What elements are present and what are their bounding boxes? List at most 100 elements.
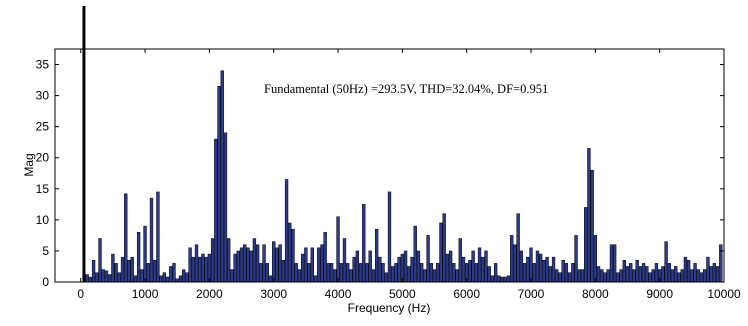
harmonic-bar: [391, 266, 395, 283]
harmonic-bar: [635, 260, 639, 283]
y-ticks: 0 5 10 15 20 25 30 35: [36, 58, 724, 289]
harmonic-bar: [108, 274, 112, 283]
harmonic-bar: [580, 269, 585, 283]
harmonic-bar: [358, 263, 363, 283]
harmonic-bar: [574, 235, 578, 283]
x-axis-label: Frequency (Hz): [348, 301, 431, 315]
x-tick-label: 8000: [582, 287, 609, 301]
harmonic-bar: [384, 272, 388, 283]
harmonic-bar: [188, 247, 192, 283]
harmonic-bar: [654, 263, 659, 283]
harmonic-bar: [101, 269, 105, 283]
harmonic-bar: [542, 260, 546, 283]
harmonic-bar: [95, 272, 99, 283]
harmonic-bar: [397, 256, 401, 283]
harmonic-bar: [368, 250, 372, 283]
x-tick-label: 9000: [646, 287, 673, 301]
harmonic-bar: [407, 266, 411, 283]
harmonic-bar: [629, 263, 633, 283]
harmonic-bar: [172, 263, 176, 283]
harmonic-bar: [111, 253, 115, 283]
harmonic-bar: [661, 266, 665, 283]
harmonic-bar: [670, 269, 675, 283]
harmonic-bar: [378, 256, 382, 283]
harmonic-bar: [252, 238, 257, 283]
harmonic-bar: [204, 256, 208, 283]
harmonic-bar: [294, 263, 298, 283]
harmonic-bar: [410, 256, 414, 283]
harmonic-bar: [506, 275, 511, 283]
harmonic-bar: [140, 269, 144, 283]
harmonic-bar: [442, 213, 446, 283]
y-tick-label: 15: [36, 182, 50, 196]
harmonic-bar: [143, 225, 147, 283]
harmonic-bar: [548, 266, 552, 283]
harmonic-bar: [432, 269, 437, 283]
harmonic-bar: [336, 216, 340, 283]
harmonic-bar: [349, 269, 353, 283]
harmonic-bar: [272, 241, 276, 283]
fundamental-layer: [82, 6, 86, 282]
harmonic-bar: [535, 250, 540, 283]
harmonic-bar: [584, 207, 588, 283]
harmonic-bar: [426, 235, 430, 283]
y-tick-label: 0: [42, 275, 49, 289]
harmonic-bar: [220, 70, 224, 283]
harmonic-bar: [619, 269, 623, 283]
harmonic-bar: [136, 232, 141, 283]
harmonic-bar: [696, 269, 700, 283]
harmonic-bar: [326, 263, 331, 283]
harmonic-bar: [477, 247, 482, 283]
x-tick-label: 5000: [389, 287, 416, 301]
harmonic-bar: [133, 275, 138, 283]
harmonic-bar: [130, 256, 134, 283]
harmonic-bar: [117, 272, 121, 283]
harmonic-bar: [178, 275, 183, 283]
harmonic-bar: [85, 274, 89, 283]
harmonic-bar: [159, 275, 163, 283]
harmonic-bar: [198, 256, 202, 283]
harmonic-bar: [471, 250, 475, 283]
harmonic-bar: [561, 260, 565, 283]
harmonic-bar: [362, 204, 366, 283]
y-tick-label: 25: [36, 120, 50, 134]
harmonic-bar: [664, 241, 668, 283]
harmonic-bar: [342, 238, 347, 283]
harmonic-bar: [246, 247, 250, 283]
harmonic-bar: [481, 256, 485, 283]
harmonic-bar: [149, 197, 154, 283]
harmonic-bar: [545, 256, 549, 283]
harmonic-bar: [181, 269, 186, 283]
harmonic-bar: [448, 250, 453, 283]
harmonic-bar: [423, 269, 427, 283]
harmonic-bar: [677, 272, 681, 283]
harmonic-bar: [539, 253, 543, 283]
harmonic-bar: [600, 269, 604, 283]
x-tick-label: 1000: [132, 287, 159, 301]
x-tick-label: 3000: [260, 287, 287, 301]
harmonic-bar: [693, 263, 697, 283]
harmonic-bar: [712, 263, 717, 283]
harmonic-bar: [275, 247, 279, 283]
harmonic-bar: [497, 275, 501, 283]
harmonic-bar: [690, 269, 694, 283]
harmonic-bar: [307, 263, 311, 283]
harmonic-bar: [255, 244, 260, 283]
harmonic-bar: [519, 250, 524, 283]
harmonic-bar: [365, 263, 369, 283]
harmonic-bar: [249, 250, 253, 283]
harmonic-bar: [516, 213, 520, 283]
harmonic-bar: [333, 269, 337, 283]
harmonic-bar: [455, 269, 459, 283]
harmonic-bar: [587, 148, 591, 283]
harmonic-bar: [648, 272, 652, 283]
y-tick-label: 20: [36, 151, 50, 165]
harmonic-bar: [651, 269, 655, 283]
harmonic-bar: [612, 244, 617, 283]
harmonic-bar: [709, 266, 713, 283]
harmonic-bar: [532, 263, 536, 283]
harmonic-bar: [114, 263, 118, 283]
harmonic-bar: [352, 256, 356, 283]
harmonic-bar: [304, 247, 308, 283]
